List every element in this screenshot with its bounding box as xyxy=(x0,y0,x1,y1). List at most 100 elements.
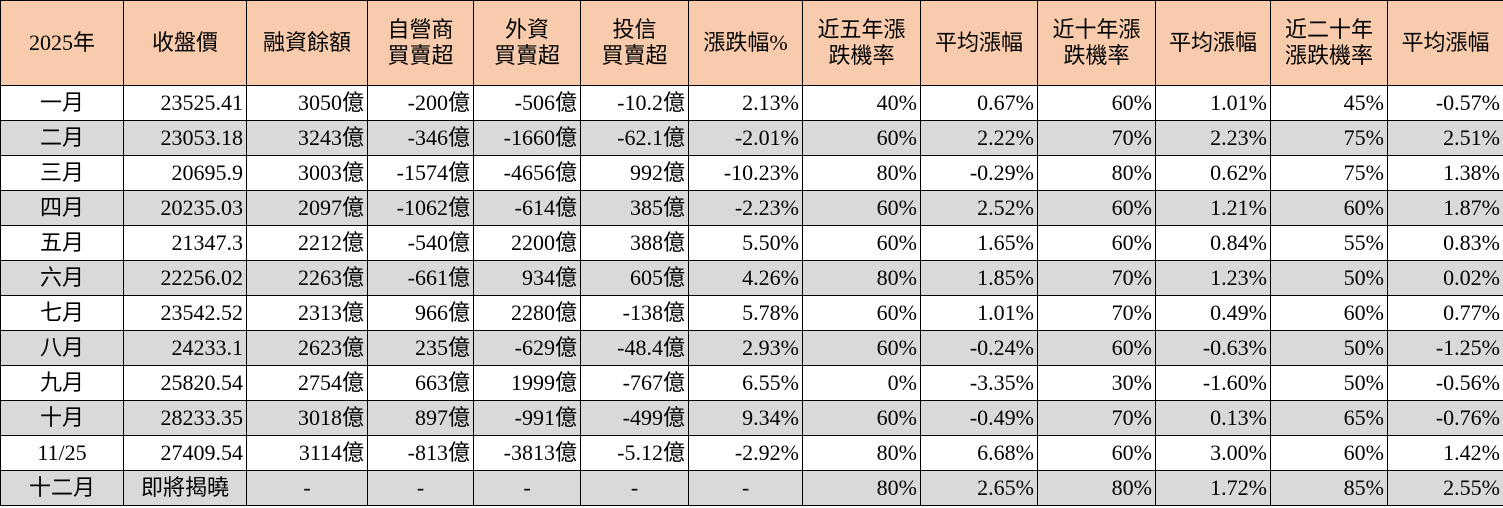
table-cell: 60% xyxy=(1270,435,1388,471)
table-cell: -138億 xyxy=(580,295,689,331)
table-row: 五月 21347.3 2212億 -540億 2200億 388億 5.50% 60% 1.65… xyxy=(0,225,1503,261)
table-cell: - xyxy=(367,470,474,506)
table-cell: 2.13% xyxy=(688,85,803,121)
table-cell: -1660億 xyxy=(473,120,581,156)
table-cell: 1.01% xyxy=(1155,85,1271,121)
table-cell: 5.78% xyxy=(688,295,803,331)
table-cell: 70% xyxy=(1037,260,1156,296)
table-cell: 0.67% xyxy=(920,85,1038,121)
table-cell: 2.93% xyxy=(688,330,803,366)
table-cell: -0.76% xyxy=(1387,400,1503,436)
table-cell: 60% xyxy=(1037,85,1156,121)
table-cell: 1.23% xyxy=(1155,260,1271,296)
table-cell: 60% xyxy=(1270,295,1388,331)
table-cell: 1.85% xyxy=(920,260,1038,296)
table-cell: 60% xyxy=(802,330,921,366)
table-cell: -506億 xyxy=(473,85,581,121)
table-cell: 1.38% xyxy=(1387,155,1503,191)
table-cell: 70% xyxy=(1037,295,1156,331)
table-cell: -0.57% xyxy=(1387,85,1503,121)
table-cell: 60% xyxy=(1037,225,1156,261)
table-cell: 2212億 xyxy=(246,225,368,261)
table-cell: 934億 xyxy=(473,260,581,296)
header-cell: 平均漲幅 xyxy=(1387,0,1503,86)
table-cell: -0.49% xyxy=(920,400,1038,436)
table-cell: -62.1億 xyxy=(580,120,689,156)
table-cell: 六月 xyxy=(0,260,124,296)
table-cell: 663億 xyxy=(367,365,474,401)
table-cell: 60% xyxy=(802,295,921,331)
table-cell: 2200億 xyxy=(473,225,581,261)
table-cell: -0.63% xyxy=(1155,330,1271,366)
table-cell: - xyxy=(473,470,581,506)
table-cell: -4656億 xyxy=(473,155,581,191)
table-cell: 即將揭曉 xyxy=(123,470,247,506)
table-cell: 24233.1 xyxy=(123,330,247,366)
table-cell: -2.23% xyxy=(688,190,803,226)
table-cell: 30% xyxy=(1037,365,1156,401)
table-cell: 80% xyxy=(1037,155,1156,191)
table-row: 七月 23542.52 2313億 966億 2280億 -138億 5.78% 60% 1.0… xyxy=(0,295,1503,331)
table-cell: 23525.41 xyxy=(123,85,247,121)
table-cell: -2.92% xyxy=(688,435,803,471)
table-cell: 5.50% xyxy=(688,225,803,261)
table-cell: 27409.54 xyxy=(123,435,247,471)
table-cell: -1.60% xyxy=(1155,365,1271,401)
table-cell: 1999億 xyxy=(473,365,581,401)
table-cell: 80% xyxy=(802,470,921,506)
table-cell: 1.72% xyxy=(1155,470,1271,506)
table-cell: 40% xyxy=(802,85,921,121)
table-cell: 388億 xyxy=(580,225,689,261)
table-cell: -661億 xyxy=(367,260,474,296)
table-row: 六月 22256.02 2263億 -661億 934億 605億 4.26% 80% 1.85… xyxy=(0,260,1503,296)
table-cell: 1.87% xyxy=(1387,190,1503,226)
table-cell: 50% xyxy=(1270,260,1388,296)
table-cell: 6.68% xyxy=(920,435,1038,471)
table-cell: -0.24% xyxy=(920,330,1038,366)
table-cell: 十二月 xyxy=(0,470,124,506)
table-cell: 65% xyxy=(1270,400,1388,436)
table-cell: 85% xyxy=(1270,470,1388,506)
header-cell: 近二十年 漲跌機率 xyxy=(1270,0,1388,86)
table-cell: 4.26% xyxy=(688,260,803,296)
table-cell: 四月 xyxy=(0,190,124,226)
table-cell: 60% xyxy=(1037,330,1156,366)
table-cell: -1.25% xyxy=(1387,330,1503,366)
table-cell: 2097億 xyxy=(246,190,368,226)
table-cell: 23053.18 xyxy=(123,120,247,156)
table-cell: -614億 xyxy=(473,190,581,226)
table-cell: 70% xyxy=(1037,120,1156,156)
table-cell: 五月 xyxy=(0,225,124,261)
table-cell: 80% xyxy=(802,435,921,471)
table-cell: -991億 xyxy=(473,400,581,436)
table-cell: -629億 xyxy=(473,330,581,366)
table-cell: 2.52% xyxy=(920,190,1038,226)
table-row: 十二月 即將揭曉 - - - - -80% 2.65% 80% 1.72% 85% 2.55% xyxy=(0,470,1503,506)
table-cell: 25820.54 xyxy=(123,365,247,401)
header-cell: 近五年漲 跌機率 xyxy=(802,0,921,86)
table-cell: 2.55% xyxy=(1387,470,1503,506)
table-cell: 60% xyxy=(1270,190,1388,226)
table-cell: 80% xyxy=(802,260,921,296)
table-cell: 60% xyxy=(1037,190,1156,226)
table-row: 三月 20695.9 3003億 -1574億 -4656億 992億 -10.23% 80%… xyxy=(0,155,1503,191)
table-cell: -3.35% xyxy=(920,365,1038,401)
table-cell: -767億 xyxy=(580,365,689,401)
table-cell: 50% xyxy=(1270,365,1388,401)
table-cell: - xyxy=(688,470,803,506)
table-cell: 1.65% xyxy=(920,225,1038,261)
table-row: 一月 23525.41 3050億 -200億 -506億 -10.2億 2.13% 40% 0… xyxy=(0,85,1503,121)
table-cell: 2263億 xyxy=(246,260,368,296)
table-cell: 22256.02 xyxy=(123,260,247,296)
table-cell: 3.00% xyxy=(1155,435,1271,471)
table-cell: 0% xyxy=(802,365,921,401)
table-cell: 八月 xyxy=(0,330,124,366)
header-cell: 外資 買賣超 xyxy=(473,0,581,86)
table-cell: 三月 xyxy=(0,155,124,191)
table-cell: -10.2億 xyxy=(580,85,689,121)
table-cell: 28233.35 xyxy=(123,400,247,436)
table-cell: 1.01% xyxy=(920,295,1038,331)
table-cell: -200億 xyxy=(367,85,474,121)
